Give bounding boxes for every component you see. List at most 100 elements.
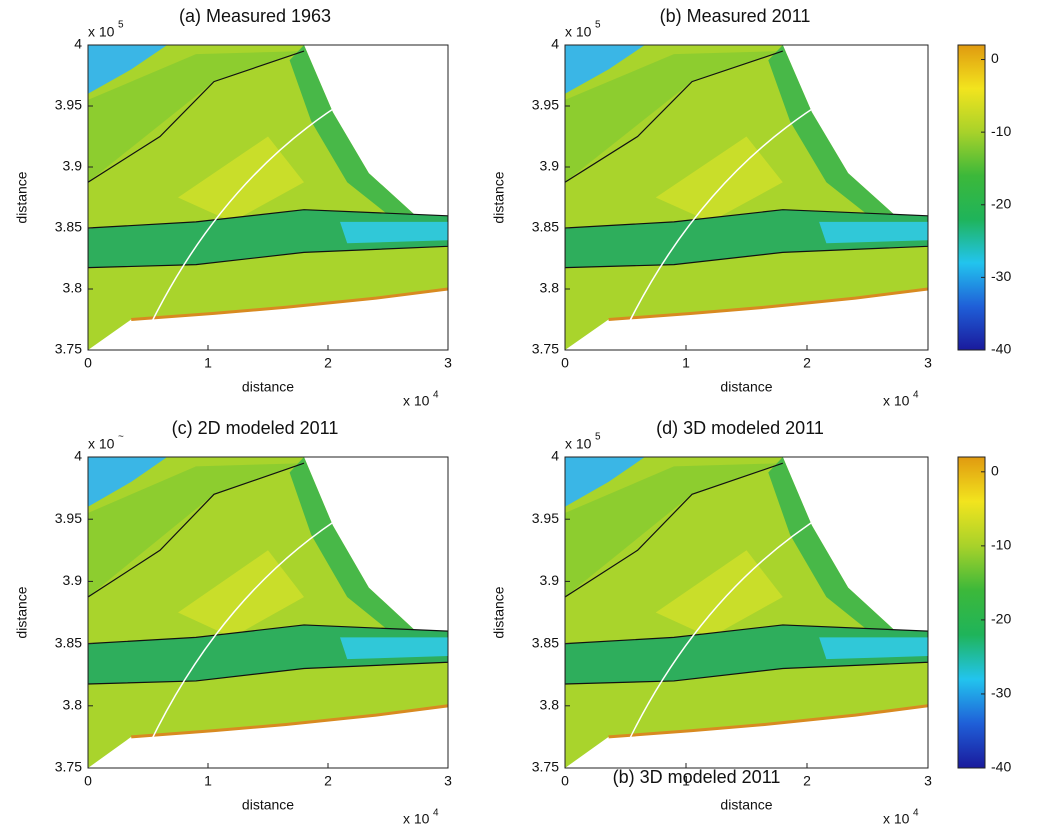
colorbar-tick-label: -30 bbox=[991, 685, 1011, 701]
x-tick-label: 0 bbox=[84, 355, 92, 371]
y-tick-label: 3.85 bbox=[55, 219, 82, 235]
y-tick-label: 3.85 bbox=[55, 634, 82, 650]
deep-area bbox=[565, 457, 645, 507]
transect-arc bbox=[137, 99, 348, 350]
green-zone bbox=[88, 463, 304, 597]
y-factor: x 10 bbox=[565, 436, 592, 452]
colorbar-tick-label: -20 bbox=[991, 195, 1011, 211]
x-axis-label: distance bbox=[242, 797, 294, 813]
y-exponent: 5 bbox=[118, 20, 124, 31]
colorbar: 0 -10 -20 -30 -40 bbox=[957, 456, 1011, 775]
y-axis-label: distance bbox=[14, 586, 30, 638]
coast-line bbox=[131, 704, 448, 739]
east-bank bbox=[768, 45, 899, 228]
y-tick-label: 3.95 bbox=[55, 97, 82, 113]
x-tick-label: 2 bbox=[324, 773, 332, 789]
colorbar-tick-label: 0 bbox=[991, 50, 999, 66]
south-land bbox=[88, 289, 448, 350]
y-tick-label: 4 bbox=[551, 448, 559, 464]
y-tick-label: 4 bbox=[74, 448, 82, 464]
x-tick-label: 3 bbox=[924, 355, 932, 371]
y-axis-label: distance bbox=[14, 171, 30, 223]
y-tick-label: 3.9 bbox=[540, 158, 560, 174]
green-zone bbox=[88, 51, 304, 183]
y-tick-label: 3.8 bbox=[540, 280, 560, 296]
land bbox=[782, 457, 928, 638]
colorbar-tick-label: -40 bbox=[991, 759, 1011, 775]
y-factor: x 10 bbox=[88, 24, 115, 40]
x-axis-label: distance bbox=[242, 379, 294, 395]
y-tick-label: 4 bbox=[551, 36, 559, 52]
contour-line bbox=[565, 462, 783, 598]
transect-arc bbox=[137, 512, 348, 768]
map-image bbox=[88, 45, 448, 350]
y-tick-label: 3.75 bbox=[55, 341, 82, 357]
south-land bbox=[565, 705, 928, 768]
channel-deep bbox=[340, 221, 448, 244]
x-tick-label: 2 bbox=[803, 773, 811, 789]
y-tick-label: 3.75 bbox=[532, 759, 559, 775]
south-land bbox=[88, 705, 448, 768]
land bbox=[304, 45, 448, 222]
y-exponent: 5 bbox=[595, 20, 601, 31]
x-factor: x 10 bbox=[883, 811, 910, 827]
x-tick-label: 0 bbox=[561, 773, 569, 789]
y-tick-label: 3.95 bbox=[532, 97, 559, 113]
x-tick-label: 0 bbox=[561, 355, 569, 371]
y-tick-label: 3.9 bbox=[63, 158, 83, 174]
east-bank bbox=[289, 45, 420, 228]
coast-line bbox=[131, 287, 448, 321]
panel-title: (d) 3D modeled 2011 bbox=[656, 418, 824, 438]
plot-frame bbox=[87, 44, 449, 351]
contour-line bbox=[88, 462, 305, 598]
x-tick-label: 3 bbox=[444, 773, 452, 789]
y-tick-label: 3.75 bbox=[55, 759, 82, 775]
x-exponent: 4 bbox=[433, 390, 439, 401]
coast-line bbox=[608, 704, 928, 739]
plot-frame bbox=[564, 44, 929, 351]
east-bank bbox=[289, 457, 420, 644]
y-tick-label: 3.8 bbox=[63, 697, 83, 713]
panel-title: (c) 2D modeled 2011 bbox=[172, 418, 339, 438]
y-tick-label: 3.95 bbox=[55, 510, 82, 526]
deep-area bbox=[88, 45, 168, 94]
y-axis-label: distance bbox=[491, 586, 507, 638]
colorbar: 0 -10 -20 -30 -40 bbox=[957, 44, 1011, 357]
map-image bbox=[565, 45, 928, 350]
x-factor: x 10 bbox=[403, 811, 430, 827]
y-tick-label: 3.9 bbox=[63, 572, 83, 588]
x-exponent: 4 bbox=[433, 808, 439, 819]
y-tick-label: 3.85 bbox=[532, 219, 559, 235]
x-factor: x 10 bbox=[403, 393, 430, 409]
colorbar-tick-label: -10 bbox=[991, 123, 1011, 139]
panel-title: (b) Measured 2011 bbox=[660, 6, 811, 26]
deep-area bbox=[88, 457, 168, 507]
x-axis-label: distance bbox=[720, 379, 772, 395]
contour-line bbox=[565, 50, 783, 183]
x-tick-label: 1 bbox=[204, 355, 212, 371]
south-land bbox=[565, 289, 928, 350]
map-image bbox=[565, 457, 928, 768]
colorbar-tick-label: 0 bbox=[991, 463, 999, 479]
x-factor: x 10 bbox=[883, 393, 910, 409]
east-bank bbox=[768, 457, 899, 644]
channel-deep bbox=[819, 221, 928, 244]
y-factor: x 10 bbox=[88, 436, 115, 452]
plot-frame bbox=[87, 456, 449, 769]
transect-arc bbox=[615, 99, 827, 350]
x-tick-label: 3 bbox=[444, 355, 452, 371]
y-tick-label: 3.75 bbox=[532, 341, 559, 357]
colorbar-gradient bbox=[957, 456, 986, 769]
channel-deep bbox=[819, 637, 928, 660]
coast-line bbox=[608, 287, 928, 321]
land bbox=[782, 45, 928, 222]
green-zone bbox=[565, 51, 783, 183]
y-factor: x 10 bbox=[565, 24, 592, 40]
deep-area bbox=[565, 45, 645, 94]
colorbar-tick-label: -20 bbox=[991, 611, 1011, 627]
